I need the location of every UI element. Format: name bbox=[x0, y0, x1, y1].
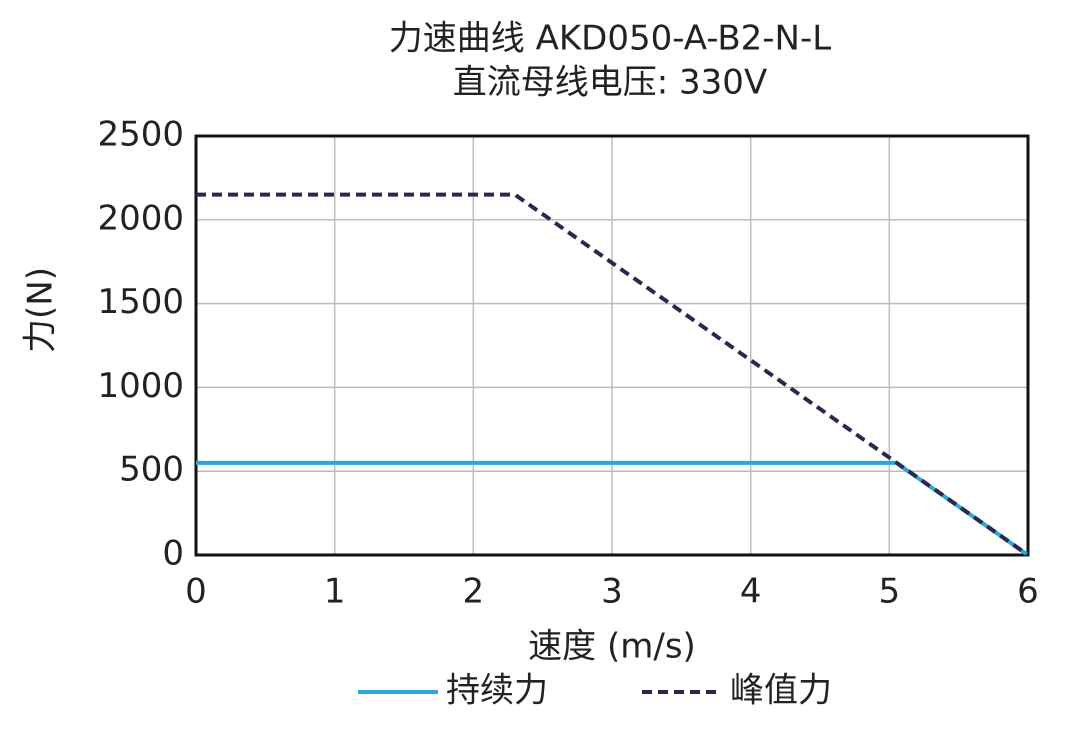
y-tick-label: 2500 bbox=[97, 115, 184, 155]
x-tick-label: 6 bbox=[1017, 572, 1039, 612]
y-tick-label: 500 bbox=[119, 450, 184, 490]
legend-label: 持续力 bbox=[446, 671, 548, 711]
line-series bbox=[196, 192, 1030, 557]
x-tick-label: 3 bbox=[601, 572, 623, 612]
y-tick-label: 0 bbox=[162, 534, 184, 574]
legend-label: 峰值力 bbox=[730, 671, 832, 711]
y-tick-label: 1000 bbox=[97, 366, 184, 406]
x-tick-label: 1 bbox=[324, 572, 346, 612]
y-axis-label: 力(N) bbox=[21, 267, 61, 353]
x-tick-label: 5 bbox=[879, 572, 901, 612]
x-axis-label: 速度 (m/s) bbox=[528, 627, 696, 667]
chart-subtitle: 直流母线电压: 330V bbox=[453, 63, 767, 103]
y-tick-label: 1500 bbox=[97, 282, 184, 322]
chart-title: 力速曲线 AKD050-A-B2-N-L bbox=[389, 19, 831, 59]
x-tick-label: 0 bbox=[185, 572, 207, 612]
x-tick-label: 2 bbox=[463, 572, 485, 612]
x-tick-label: 4 bbox=[740, 572, 762, 612]
y-tick-label: 2000 bbox=[97, 198, 184, 238]
plot-frame bbox=[194, 134, 1030, 557]
